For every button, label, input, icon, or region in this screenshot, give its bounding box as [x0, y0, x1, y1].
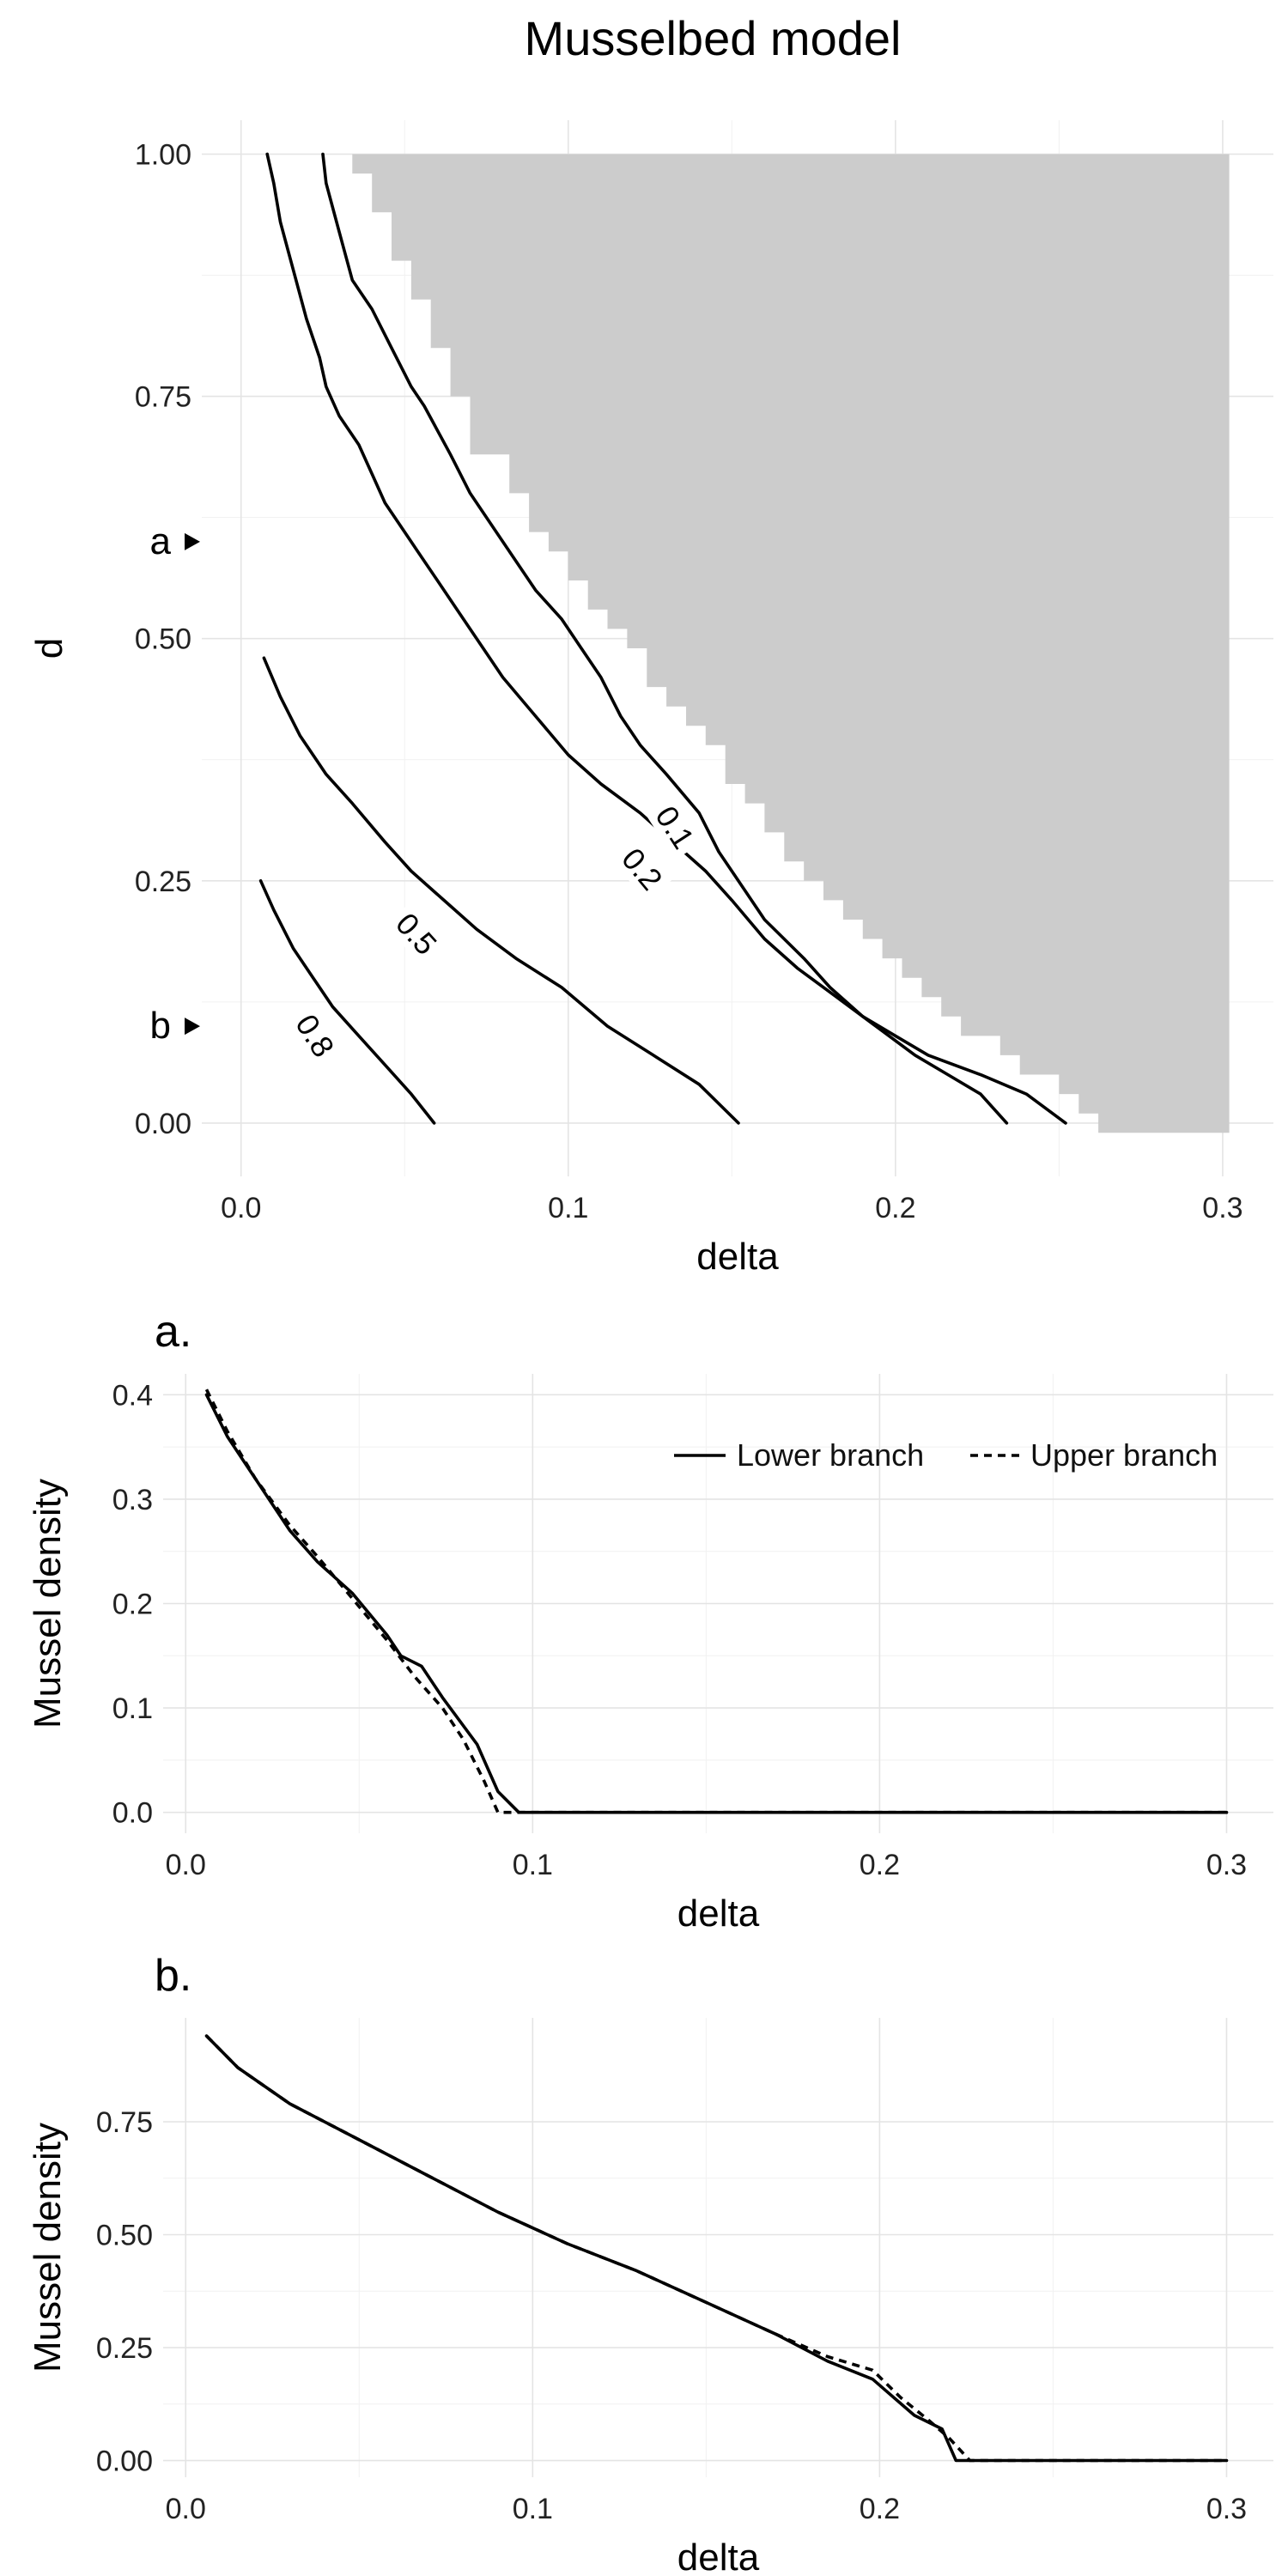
contour-label-backdrop	[385, 902, 447, 967]
y-tick-label: 0.0	[112, 1797, 153, 1830]
contour-line-0-8	[258, 879, 436, 1125]
panel-a-line-chart: 0.0 0.1 0.2 0.3 0.0 0.1 0.2 0.3 0.4 delta Mussel d…	[27, 1307, 1273, 1935]
contour-label-backdrop	[611, 836, 673, 902]
y-tick-label: 0.25	[96, 2332, 153, 2365]
y-tick-label: 0.75	[135, 381, 191, 414]
legend: Lower branch Upper branch	[674, 1437, 1218, 1473]
y-tick-label: 0.50	[135, 623, 191, 656]
y-tick-label: 0.00	[135, 1108, 191, 1140]
y-axis-title: d	[28, 638, 70, 659]
panel-label-a: a.	[155, 1307, 191, 1357]
y-tick-label: 0.25	[135, 866, 191, 898]
x-tick-label: 0.1	[513, 2493, 553, 2525]
x-tick-label: 0.2	[860, 2493, 900, 2525]
y-tick-label: 0.50	[96, 2220, 153, 2252]
x-tick-label: 0.1	[513, 1849, 553, 1881]
legend-label-lower-branch: Lower branch	[737, 1437, 924, 1473]
x-axis-title: delta	[677, 2537, 760, 2576]
x-tick-label: 0.2	[860, 1849, 900, 1881]
y-tick-label: 0.3	[112, 1484, 153, 1516]
x-tick-label: 0.0	[166, 1849, 206, 1881]
series-line-upper-branch	[204, 1388, 1227, 1814]
y-tick-label: 0.1	[112, 1692, 153, 1725]
x-tick-label: 0.0	[166, 2493, 206, 2525]
contour-label-backdrop	[285, 1003, 344, 1069]
marker-arrow-b	[185, 1018, 200, 1036]
x-tick-label: 0.1	[548, 1192, 588, 1224]
y-tick-label: 0.4	[112, 1379, 153, 1412]
contour-line-0-5	[262, 656, 740, 1125]
x-tick-label: 0.0	[221, 1192, 261, 1224]
contour-line-0-2	[265, 152, 1009, 1125]
contour-label-backdrop	[645, 795, 704, 860]
series-line-upper-branch	[205, 2034, 1227, 2463]
panel-label-b: b.	[155, 1951, 191, 2001]
x-tick-label: 0.3	[1206, 1849, 1247, 1881]
x-axis-title: delta	[677, 1893, 760, 1935]
shaded-region	[352, 154, 1230, 1133]
y-tick-label: 0.2	[112, 1589, 153, 1621]
contour-panel: 0.0 0.1 0.2 0.30.000.250.500.751.00deltad0.…	[28, 120, 1273, 1278]
y-tick-label: 0.75	[96, 2106, 153, 2139]
marker-label-a: a	[150, 520, 172, 562]
chart-title: Musselbed model	[525, 11, 902, 65]
series-line-lower-branch	[204, 2034, 1229, 2463]
gridlines-b	[163, 2018, 1273, 2477]
marker-label-b: b	[150, 1005, 171, 1047]
y-tick-label: 1.00	[135, 138, 191, 171]
y-tick-label: 0.00	[96, 2445, 153, 2478]
x-tick-label: 0.2	[875, 1192, 915, 1224]
y-axis-title: Mussel density	[27, 2123, 69, 2372]
marker-arrow-a	[185, 532, 200, 550]
panel-b-line-chart: 0.0 0.1 0.2 0.3 0.00 0.25 0.50 0.75 delta Mussel …	[27, 1951, 1273, 2576]
y-axis-title: Mussel density	[27, 1479, 69, 1728]
x-axis-title: delta	[696, 1236, 779, 1278]
x-tick-label: 0.3	[1206, 2493, 1247, 2525]
x-tick-label: 0.3	[1202, 1192, 1242, 1224]
legend-label-upper-branch: Upper branch	[1030, 1437, 1218, 1473]
